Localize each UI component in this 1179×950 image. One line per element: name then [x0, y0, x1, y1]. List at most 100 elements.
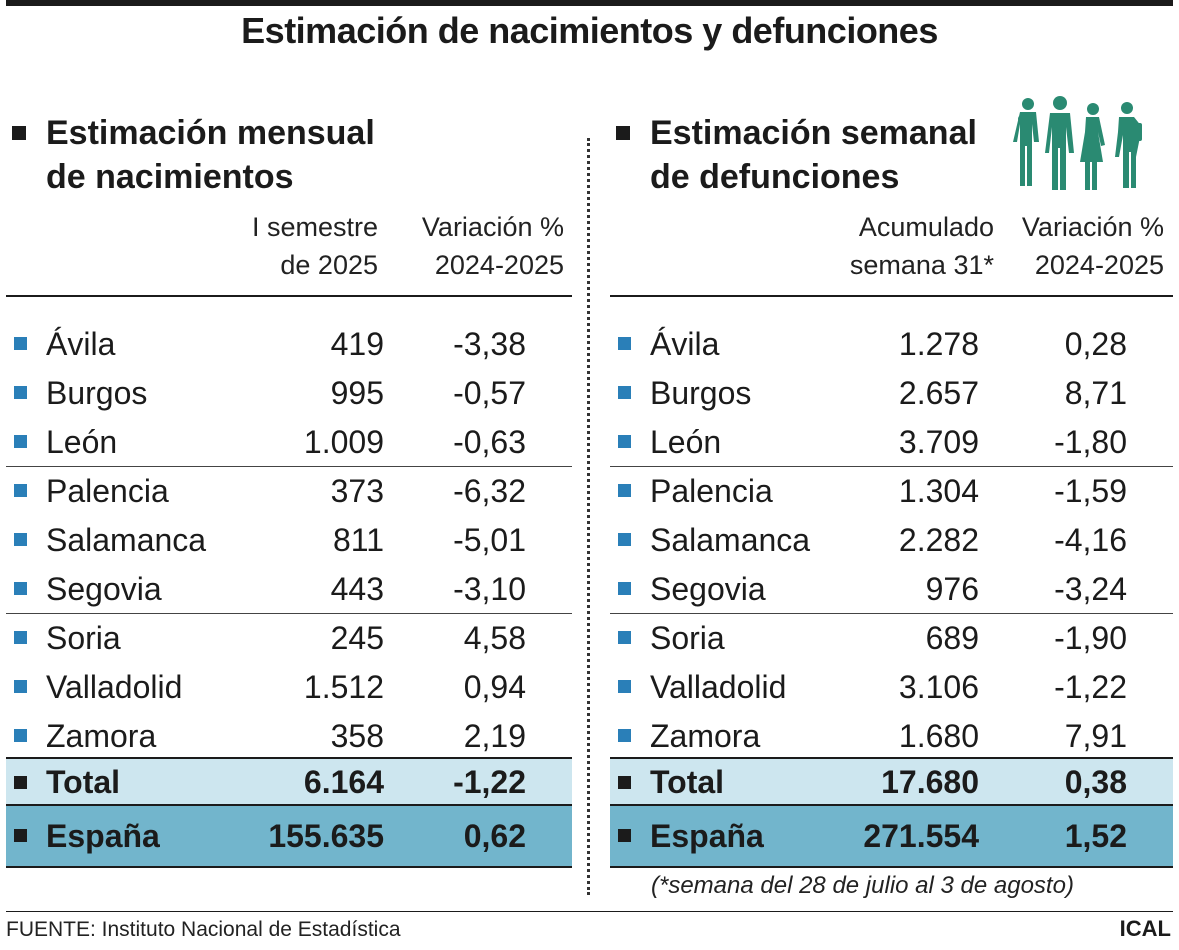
- row-bullet-icon: [14, 435, 27, 448]
- value-cell: 1.009: [303, 424, 384, 460]
- value-cell: 2.282: [898, 522, 979, 558]
- variation-cell: -4,16: [1054, 522, 1127, 558]
- table-row: León 3.709 -1,80: [610, 418, 1173, 467]
- spain-value: 271.554: [863, 818, 979, 854]
- births-title-line1: Estimación mensual: [46, 114, 375, 152]
- table-row: Ávila 419 -3,38: [6, 320, 572, 369]
- spain-value: 155.635: [268, 818, 384, 854]
- table-row: Segovia 443 -3,10: [6, 565, 572, 614]
- footnote: (*semana del 28 de julio al 3 de agosto): [651, 872, 1074, 899]
- value-cell: 3.709: [898, 424, 979, 460]
- deaths-title-line1: Estimación semanal: [650, 114, 977, 152]
- province-name: Salamanca: [46, 522, 207, 558]
- section-divider: [587, 138, 590, 895]
- row-bullet-icon: [618, 729, 631, 742]
- total-value: 6.164: [303, 764, 384, 800]
- variation-cell: -3,10: [453, 571, 526, 607]
- group-separator: [6, 466, 572, 467]
- value-cell: 373: [330, 473, 384, 509]
- province-name: Zamora: [46, 718, 157, 754]
- value-cell: 689: [925, 620, 979, 656]
- row-bullet-icon: [618, 386, 631, 399]
- row-bullet-icon: [618, 435, 631, 448]
- table-row: León 1.009 -0,63: [6, 418, 572, 467]
- province-name: Palencia: [650, 473, 773, 509]
- value-cell: 1.512: [303, 669, 384, 705]
- row-bullet-icon: [14, 582, 27, 595]
- variation-cell: 7,91: [1064, 718, 1127, 754]
- province-name: Segovia: [650, 571, 766, 607]
- variation-cell: -3,24: [1054, 571, 1127, 607]
- bottom-rule: [6, 911, 1173, 912]
- title-bullet-icon: [12, 126, 26, 140]
- group-separator: [610, 613, 1173, 614]
- table-row: Segovia 976 -3,24: [610, 565, 1173, 614]
- variation-cell: -3,38: [453, 326, 526, 362]
- table-row: Salamanca 811 -5,01: [6, 516, 572, 565]
- variation-cell: -5,01: [453, 522, 526, 558]
- source-note: FUENTE: Instituto Nacional de Estadístic…: [6, 918, 401, 941]
- value-cell: 811: [332, 522, 384, 558]
- province-name: Valladolid: [46, 669, 183, 705]
- row-bullet-icon: [618, 631, 631, 644]
- total-label: Total: [650, 764, 725, 800]
- row-bullet-icon: [14, 386, 27, 399]
- spain-label: España: [46, 818, 160, 854]
- value-cell: 1.680: [898, 718, 979, 754]
- variation-cell: 8,71: [1064, 375, 1127, 411]
- row-bullet-icon: [14, 680, 27, 693]
- row-bullet-icon: [618, 484, 631, 497]
- value-cell: 1.278: [898, 326, 979, 362]
- total-variation: -1,22: [453, 764, 526, 800]
- variation-cell: -1,90: [1054, 620, 1127, 656]
- value-cell: 2.657: [898, 375, 979, 411]
- births-col-variation-header: Variación % 2024-2025: [421, 212, 564, 280]
- variation-cell: 0,28: [1064, 326, 1127, 362]
- people-silhouettes-icon: [1013, 96, 1142, 190]
- brand-logo: ICAL: [1119, 916, 1171, 941]
- total-bullet-icon: [14, 776, 27, 789]
- row-bullet-icon: [618, 337, 631, 350]
- value-cell: 976: [925, 571, 979, 607]
- row-bullet-icon: [14, 729, 27, 742]
- page-title: Estimación de nacimientos y defunciones: [241, 10, 938, 51]
- value-cell: 443: [330, 571, 384, 607]
- total-variation: 0,38: [1064, 764, 1127, 800]
- variation-cell: -6,32: [453, 473, 526, 509]
- group-separator: [610, 466, 1173, 467]
- total-row: Total 17.680 0,38: [610, 757, 1173, 806]
- total-label: Total: [46, 764, 121, 800]
- province-name: Zamora: [650, 718, 761, 754]
- table-row: Palencia 373 -6,32: [6, 467, 572, 516]
- deaths-title-line2: de defunciones: [650, 158, 900, 196]
- total-bullet-icon: [618, 776, 631, 789]
- value-cell: 419: [330, 326, 384, 362]
- row-bullet-icon: [618, 582, 631, 595]
- province-name: Soria: [46, 620, 121, 656]
- province-name: Salamanca: [650, 522, 811, 558]
- spain-row: España 155.635 0,62: [6, 804, 572, 868]
- value-cell: 1.304: [898, 473, 979, 509]
- table-row: Burgos 2.657 8,71: [610, 369, 1173, 418]
- table-row: Soria 689 -1,90: [610, 614, 1173, 663]
- province-name: Burgos: [650, 375, 752, 411]
- variation-cell: -1,59: [1054, 473, 1127, 509]
- table-row: Zamora 1.680 7,91: [610, 712, 1173, 761]
- variation-cell: 4,58: [463, 620, 526, 656]
- row-bullet-icon: [14, 533, 27, 546]
- province-name: León: [650, 424, 722, 460]
- value-cell: 245: [330, 620, 384, 656]
- deaths-col-value-header: Acumulado semana 31*: [849, 212, 994, 280]
- province-name: Burgos: [46, 375, 148, 411]
- variation-cell: -1,80: [1054, 424, 1127, 460]
- header-rule: [610, 295, 1173, 297]
- variation-cell: -0,57: [453, 375, 526, 411]
- province-name: León: [46, 424, 118, 460]
- province-name: Segovia: [46, 571, 162, 607]
- row-bullet-icon: [14, 484, 27, 497]
- spain-row: España 271.554 1,52: [610, 804, 1173, 868]
- births-title-line2: de nacimientos: [46, 158, 294, 196]
- row-bullet-icon: [14, 631, 27, 644]
- province-name: Soria: [650, 620, 725, 656]
- spain-label: España: [650, 818, 764, 854]
